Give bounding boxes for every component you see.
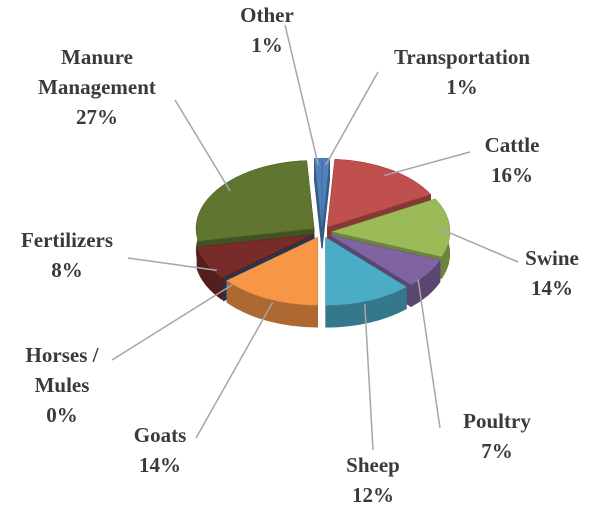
slice bbox=[313, 157, 322, 227]
value-label: 8% bbox=[51, 258, 83, 282]
slice bbox=[327, 159, 432, 228]
category-label: Cattle bbox=[484, 133, 540, 157]
value-label: 14% bbox=[531, 276, 573, 300]
slice bbox=[325, 236, 407, 306]
data-label: Fertilizers 8% bbox=[0, 225, 137, 285]
leader-line bbox=[417, 279, 441, 429]
value-label: 16% bbox=[491, 163, 533, 187]
category-label: Transportation bbox=[393, 45, 531, 69]
value-label: 7% bbox=[481, 439, 513, 463]
data-label: Sheep 12% bbox=[323, 450, 423, 510]
category-label: Poultry bbox=[463, 409, 531, 433]
category-label: Other bbox=[240, 3, 294, 27]
leader-line bbox=[111, 283, 233, 361]
value-label: 1% bbox=[446, 75, 478, 99]
data-label: Horses / Mules 0% bbox=[16, 340, 108, 430]
slice bbox=[226, 236, 318, 306]
category-label: Swine bbox=[525, 246, 579, 270]
category-label: Fertilizers bbox=[20, 228, 114, 252]
leader-line bbox=[195, 302, 274, 439]
slice bbox=[196, 234, 314, 279]
category-label: Horses / Mules bbox=[25, 343, 99, 397]
value-label: 27% bbox=[76, 105, 118, 129]
leader-line bbox=[324, 71, 379, 166]
data-label: Cattle 16% bbox=[462, 130, 562, 190]
value-label: 12% bbox=[352, 483, 394, 507]
category-label: Goats bbox=[133, 423, 187, 447]
slice bbox=[330, 234, 441, 286]
category-label: Sheep bbox=[346, 453, 400, 477]
leader-line bbox=[437, 227, 519, 263]
leader-line bbox=[364, 304, 374, 451]
leader-line bbox=[284, 24, 320, 166]
leader-line bbox=[384, 151, 471, 177]
value-label: 0% bbox=[46, 403, 78, 427]
data-label: Other 1% bbox=[227, 0, 307, 60]
data-label: Poultry 7% bbox=[447, 406, 547, 466]
data-label: Manure Management 27% bbox=[22, 42, 172, 132]
slice bbox=[195, 160, 315, 242]
leader-line bbox=[174, 99, 231, 192]
value-label: 14% bbox=[139, 453, 181, 477]
data-label: Goats 14% bbox=[110, 420, 210, 480]
category-label: Manure Management bbox=[38, 45, 156, 99]
data-label: Swine 14% bbox=[502, 243, 592, 303]
slice bbox=[331, 198, 451, 257]
data-label: Transportation 1% bbox=[362, 42, 562, 102]
leader-line bbox=[127, 257, 217, 272]
value-label: 1% bbox=[251, 33, 283, 57]
